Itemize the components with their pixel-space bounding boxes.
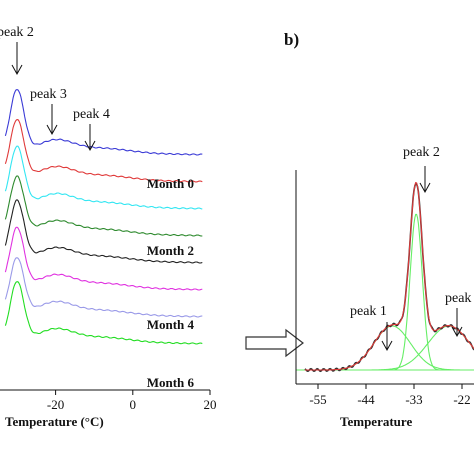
panel-a-annotation: peak 3: [30, 87, 67, 102]
panel-b-tick-label: -22: [453, 392, 470, 407]
panel-a-tick-label: 0: [130, 397, 137, 412]
component-curve-0: [304, 325, 474, 371]
month-label: Month 6: [147, 375, 195, 390]
fit-curve: [304, 181, 474, 371]
panel-b-tick-label: -44: [357, 392, 375, 407]
panel-a-x-label: Temperature (°C): [5, 414, 104, 429]
month-label: Month 0: [147, 176, 194, 191]
panel-a-series-1: [4, 119, 203, 183]
down-arrow-icon: [84, 124, 96, 152]
panel-a-series-7: [4, 281, 203, 345]
panel-a-annotation: peak 2: [0, 25, 34, 40]
panel-a-tick-label: 20: [204, 397, 217, 412]
down-arrow-icon: [381, 322, 393, 352]
panel-b-annotation: peak 1: [350, 304, 387, 319]
panel-b-label: b): [284, 30, 299, 49]
panel-a-series-6: [4, 257, 203, 318]
down-arrow-icon: [46, 104, 58, 136]
panel-b-annotation: peak 2: [403, 145, 440, 160]
month-label: Month 4: [147, 317, 195, 332]
down-arrow-icon: [451, 308, 463, 338]
panel-b-tick-label: -55: [309, 392, 326, 407]
panel-a-series-0: [4, 89, 203, 156]
panel-a-series-4: [4, 199, 203, 264]
right-arrow-icon: [245, 328, 304, 358]
component-curve-2: [304, 325, 474, 371]
month-label: Month 2: [147, 243, 194, 258]
panel-a-series-5: [4, 226, 203, 291]
data-curve: [304, 182, 474, 373]
panel-b: b) -55-44-33-22-1 Temperature peak 1peak…: [284, 30, 474, 429]
panel-b-tick-label: -33: [405, 392, 422, 407]
panel-a-series-3: [4, 175, 203, 237]
down-arrow-icon: [11, 42, 23, 76]
down-arrow-icon: [419, 166, 431, 194]
panel-a-series-2: [4, 145, 203, 210]
panel-a-annotation: peak 4: [73, 107, 110, 122]
panel-b-x-label: Temperature: [340, 414, 412, 429]
panel-a: -20 0 20 Temperature (°C) Month 0 Month 2 Mo…: [0, 25, 217, 429]
panel-b-annotation: peak: [445, 291, 471, 306]
panel-a-tick-label: -20: [47, 397, 64, 412]
